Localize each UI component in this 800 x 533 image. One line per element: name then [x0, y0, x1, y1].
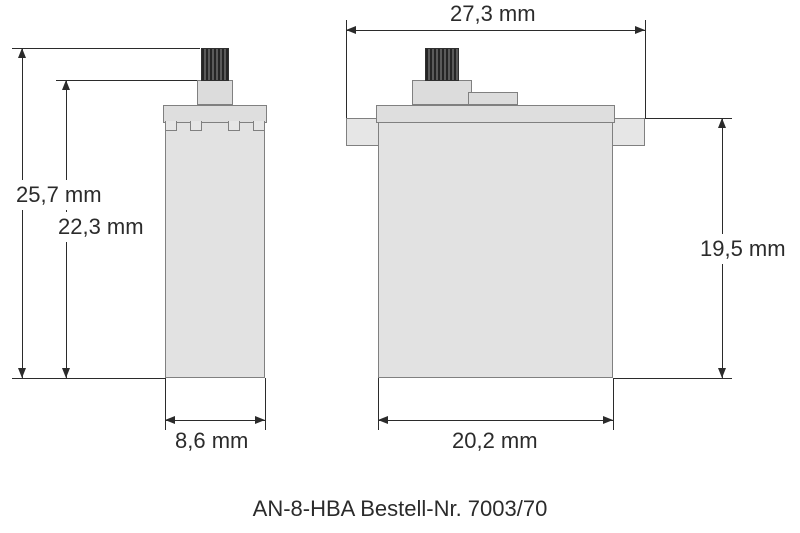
arrow	[255, 416, 265, 424]
side-view-shaft	[201, 48, 229, 81]
side-lid-notch	[190, 121, 202, 131]
dim-label-w-wide: 20,2 mm	[452, 428, 538, 454]
ext-line	[346, 20, 347, 118]
side-lid-notch	[228, 121, 240, 131]
ext-line	[613, 378, 732, 379]
arrow	[378, 416, 388, 424]
front-view-collar	[412, 80, 472, 105]
arrow	[62, 368, 70, 378]
dim-label-h-body: 22,3 mm	[58, 212, 144, 242]
side-lid-notch	[253, 121, 265, 131]
drawing-stage: 27,3 mm 25,7 mm 22,3 mm 8,6 mm 20,2 mm 1…	[0, 0, 800, 533]
ext-line	[56, 80, 197, 81]
side-view-body	[165, 118, 265, 378]
arrow	[603, 416, 613, 424]
dim-line-h-total	[22, 48, 23, 378]
ext-line	[645, 20, 646, 118]
front-view-lid	[376, 105, 615, 123]
front-mount-tab-left	[346, 118, 380, 146]
arrow	[718, 118, 726, 128]
arrow	[346, 26, 356, 34]
dim-line-w-wide	[378, 420, 613, 421]
dim-line-w-tabs	[346, 30, 645, 31]
part-caption: AN-8-HBA Bestell-Nr. 7003/70	[0, 496, 800, 522]
front-view-collar-step	[468, 92, 518, 105]
ext-line	[265, 378, 266, 430]
dim-label-w-narrow: 8,6 mm	[175, 428, 248, 454]
side-lid-notch	[165, 121, 177, 131]
side-view-collar	[197, 80, 233, 105]
front-view-body	[378, 118, 613, 378]
arrow	[165, 416, 175, 424]
arrow	[635, 26, 645, 34]
arrow	[18, 48, 26, 58]
front-view-shaft	[425, 48, 459, 81]
ext-line	[12, 378, 165, 379]
dim-label-body-h: 19,5 mm	[700, 234, 786, 264]
dim-label-w-tabs: 27,3 mm	[450, 1, 536, 27]
ext-line	[613, 378, 614, 430]
arrow	[718, 368, 726, 378]
arrow	[62, 80, 70, 90]
dim-label-h-total: 25,7 mm	[16, 180, 102, 210]
front-mount-tab-right	[611, 118, 645, 146]
arrow	[18, 368, 26, 378]
side-view-lid	[163, 105, 267, 123]
dim-line-w-narrow	[165, 420, 265, 421]
ext-line	[12, 48, 200, 49]
